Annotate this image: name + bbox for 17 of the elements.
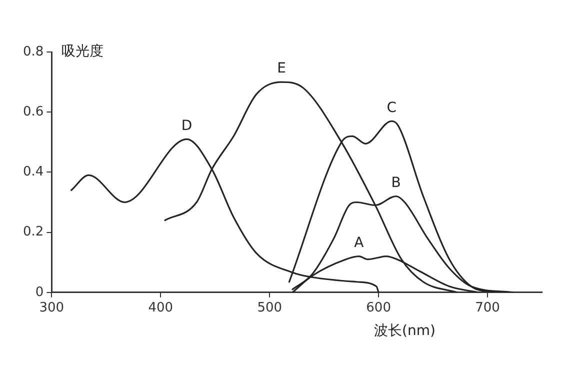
x-tick-label: 400 — [148, 300, 174, 316]
y-tick-label: 0.6 — [22, 104, 44, 120]
x-tick-label: 500 — [257, 300, 282, 316]
y-tick-label: 0.4 — [22, 164, 44, 180]
x-tick-label: 700 — [475, 300, 500, 316]
series-label: D — [181, 118, 192, 134]
y-tick-label: 0.8 — [22, 44, 44, 60]
series-label: A — [354, 234, 364, 251]
x-tick-label: 600 — [366, 300, 391, 316]
y-tick-label: 0.2 — [22, 224, 44, 240]
y-tick-label: 0 — [35, 284, 44, 300]
series-label: B — [391, 174, 401, 191]
x-tick-label: 300 — [39, 300, 64, 316]
series-label: E — [277, 60, 286, 77]
y-axis-title: 吸光度 — [62, 44, 104, 60]
series-label: C — [386, 100, 397, 116]
x-axis-title: 波长(nm) — [374, 323, 436, 340]
